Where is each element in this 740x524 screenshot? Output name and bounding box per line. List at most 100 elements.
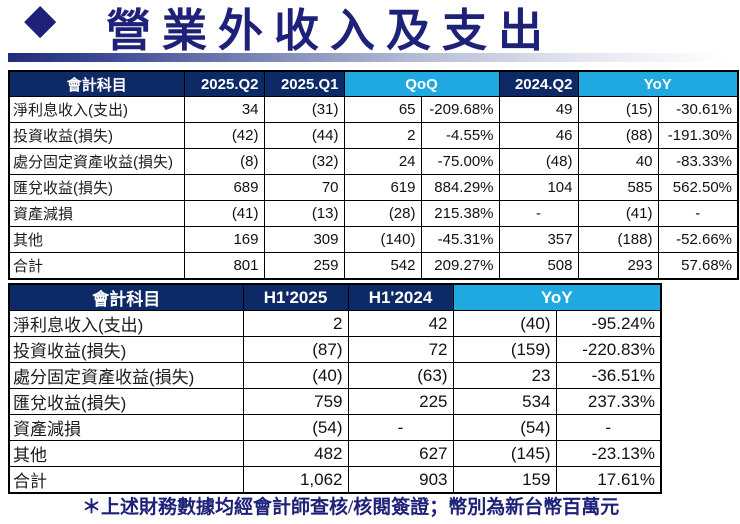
cell-2024q2: 49 bbox=[498, 96, 579, 123]
row-label: 匯兌收益(損失) bbox=[8, 388, 244, 415]
cell-2025q1: (44) bbox=[263, 122, 345, 149]
cell-yoy: (40) bbox=[452, 310, 557, 337]
cell-yoy-pct: -36.51% bbox=[555, 362, 662, 389]
cell-yoy-pct: -95.24% bbox=[555, 310, 662, 337]
cell-qoq: 619 bbox=[343, 174, 422, 201]
row-label: 合計 bbox=[8, 466, 244, 494]
cell-2025q2: 801 bbox=[183, 252, 265, 280]
cell-2025q1: (32) bbox=[263, 148, 345, 175]
diamond-bullet-icon: ◆ bbox=[24, 0, 57, 43]
cell-h1-2025: (54) bbox=[242, 414, 349, 441]
t2-header-account: 會計科目 bbox=[8, 283, 244, 311]
cell-yoy: (145) bbox=[452, 440, 557, 467]
cell-yoy-pct: -191.30% bbox=[657, 122, 739, 149]
t2-header-h1-2024: H1'2024 bbox=[347, 283, 454, 311]
cell-qoq: 65 bbox=[343, 96, 422, 123]
row-label: 處分固定資產收益(損失) bbox=[8, 362, 244, 389]
cell-qoq-pct: -4.55% bbox=[420, 122, 500, 149]
cell-h1-2024: 72 bbox=[347, 336, 454, 363]
footnote: ＊上述財務數據均經會計師查核/核閱簽證；幣別為新台幣百萬元 bbox=[82, 497, 620, 518]
cell-yoy: 293 bbox=[577, 252, 659, 280]
cell-2025q1: 259 bbox=[263, 252, 345, 280]
cell-yoy-pct: 17.61% bbox=[555, 466, 662, 494]
cell-2025q2: (42) bbox=[183, 122, 265, 149]
table-row: 投資收益(損失) (42) (44) 2 -4.55% 46 (88) -191… bbox=[8, 122, 739, 149]
cell-2025q2: 34 bbox=[183, 96, 265, 123]
row-label: 處分固定資產收益(損失) bbox=[8, 148, 185, 175]
cell-qoq: (28) bbox=[343, 200, 422, 227]
cell-2024q2: 46 bbox=[498, 122, 579, 149]
t1-header-2024q2: 2024.Q2 bbox=[498, 70, 579, 97]
row-label: 其他 bbox=[8, 440, 244, 467]
cell-yoy: (159) bbox=[452, 336, 557, 363]
table-row: 匯兌收益(損失) 759 225 534 237.33% bbox=[8, 388, 662, 415]
row-label: 其他 bbox=[8, 226, 185, 253]
cell-2025q1: 70 bbox=[263, 174, 345, 201]
row-label: 淨利息收入(支出) bbox=[8, 310, 244, 337]
cell-yoy: (54) bbox=[452, 414, 557, 441]
row-label: 資產減損 bbox=[8, 200, 185, 227]
table-row: 資產減損 (41) (13) (28) 215.38% - (41) - bbox=[8, 200, 739, 227]
cell-2024q2: 508 bbox=[498, 252, 579, 280]
cell-yoy: (88) bbox=[577, 122, 659, 149]
t2-header-yoy: YoY bbox=[452, 283, 662, 311]
table-row: 淨利息收入(支出) 2 42 (40) -95.24% bbox=[8, 310, 662, 337]
row-label: 合計 bbox=[8, 252, 185, 280]
cell-qoq-pct: -75.00% bbox=[420, 148, 500, 175]
table-row: 處分固定資產收益(損失) (8) (32) 24 -75.00% (48) 40… bbox=[8, 148, 739, 175]
cell-yoy-pct: -30.61% bbox=[657, 96, 739, 123]
cell-qoq: 2 bbox=[343, 122, 422, 149]
table-row: 匯兌收益(損失) 689 70 619 884.29% 104 585 562.… bbox=[8, 174, 739, 201]
row-label: 投資收益(損失) bbox=[8, 122, 185, 149]
cell-h1-2024: (63) bbox=[347, 362, 454, 389]
table-row-total: 合計 1,062 903 159 17.61% bbox=[8, 466, 662, 494]
cell-2025q2: (8) bbox=[183, 148, 265, 175]
cell-h1-2024: 903 bbox=[347, 466, 454, 494]
cell-h1-2025: (87) bbox=[242, 336, 349, 363]
cell-qoq: 24 bbox=[343, 148, 422, 175]
table-row: 其他 169 309 (140) -45.31% 357 (188) -52.6… bbox=[8, 226, 739, 253]
cell-qoq-pct: 215.38% bbox=[420, 200, 500, 227]
cell-2025q2: (41) bbox=[183, 200, 265, 227]
cell-h1-2024: - bbox=[347, 414, 454, 441]
t1-header-qoq: QoQ bbox=[343, 70, 500, 97]
cell-qoq-pct: 209.27% bbox=[420, 252, 500, 280]
cell-yoy-pct: -83.33% bbox=[657, 148, 739, 175]
cell-2024q2: - bbox=[498, 200, 579, 227]
t1-header-2025q1: 2025.Q1 bbox=[263, 70, 345, 97]
cell-yoy: (41) bbox=[577, 200, 659, 227]
t2-header-h1-2025: H1'2025 bbox=[242, 283, 349, 311]
cell-2024q2: 104 bbox=[498, 174, 579, 201]
row-label: 投資收益(損失) bbox=[8, 336, 244, 363]
cell-2025q2: 689 bbox=[183, 174, 265, 201]
cell-qoq-pct: -209.68% bbox=[420, 96, 500, 123]
cell-yoy-pct: -52.66% bbox=[657, 226, 739, 253]
cell-yoy-pct: 57.68% bbox=[657, 252, 739, 280]
cell-2025q2: 169 bbox=[183, 226, 265, 253]
cell-h1-2024: 42 bbox=[347, 310, 454, 337]
cell-h1-2025: 759 bbox=[242, 388, 349, 415]
quarterly-table: 會計科目 2025.Q2 2025.Q1 QoQ 2024.Q2 YoY 淨利息… bbox=[8, 70, 739, 280]
cell-yoy-pct: 237.33% bbox=[555, 388, 662, 415]
title-divider-bar bbox=[8, 53, 740, 62]
cell-yoy: 585 bbox=[577, 174, 659, 201]
cell-h1-2025: (40) bbox=[242, 362, 349, 389]
cell-2025q1: 309 bbox=[263, 226, 345, 253]
cell-yoy-pct: 562.50% bbox=[657, 174, 739, 201]
halfyear-table: 會計科目 H1'2025 H1'2024 YoY 淨利息收入(支出) 2 42 … bbox=[8, 283, 662, 494]
cell-yoy: (15) bbox=[577, 96, 659, 123]
row-label: 資產減損 bbox=[8, 414, 244, 441]
table-row: 資產減損 (54) - (54) - bbox=[8, 414, 662, 441]
cell-yoy: 23 bbox=[452, 362, 557, 389]
t1-header-yoy: YoY bbox=[577, 70, 739, 97]
cell-yoy-pct: - bbox=[657, 200, 739, 227]
cell-yoy-pct: -220.83% bbox=[555, 336, 662, 363]
t1-header-account: 會計科目 bbox=[8, 70, 185, 97]
row-label: 匯兌收益(損失) bbox=[8, 174, 185, 201]
quarterly-header-row: 會計科目 2025.Q2 2025.Q1 QoQ 2024.Q2 YoY bbox=[8, 70, 739, 97]
halfyear-header-row: 會計科目 H1'2025 H1'2024 YoY bbox=[8, 283, 662, 311]
page-title: 營業外收入及支出 bbox=[106, 6, 555, 56]
table-row: 其他 482 627 (145) -23.13% bbox=[8, 440, 662, 467]
cell-yoy-pct: - bbox=[555, 414, 662, 441]
table-row: 處分固定資產收益(損失) (40) (63) 23 -36.51% bbox=[8, 362, 662, 389]
